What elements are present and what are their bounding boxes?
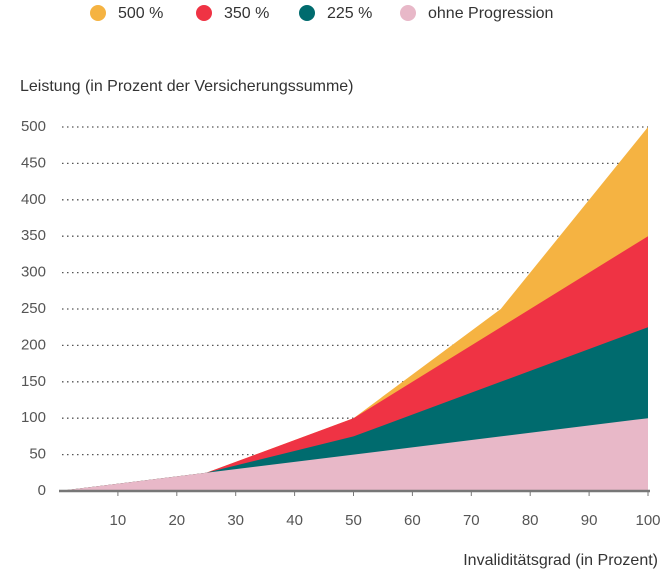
- y-tick-label: 200: [21, 336, 46, 353]
- x-tick-label: 100: [635, 512, 660, 529]
- y-tick-label: 350: [21, 227, 46, 244]
- y-tick-label: 150: [21, 373, 46, 390]
- x-tick-label: 70: [463, 512, 480, 529]
- legend-label: 225 %: [327, 5, 372, 22]
- y-tick-label: 450: [21, 154, 46, 171]
- x-axis-label: Invaliditätsgrad (in Prozent): [463, 552, 658, 569]
- y-tick-label: 250: [21, 300, 46, 317]
- area: [59, 418, 648, 491]
- y-tick-label: 400: [21, 191, 46, 208]
- y-tick-label: 500: [21, 118, 46, 135]
- x-tick-label: 90: [581, 512, 598, 529]
- x-tick-label: 10: [110, 512, 127, 529]
- legend-swatch: [400, 5, 416, 21]
- x-tick-label: 40: [286, 512, 303, 529]
- y-tick-label: 100: [21, 409, 46, 426]
- x-tick-label: 30: [227, 512, 244, 529]
- x-tick-label: 50: [345, 512, 362, 529]
- legend-label: ohne Progression: [428, 5, 553, 22]
- x-tick-label: 80: [522, 512, 539, 529]
- y-tick-label: 50: [29, 446, 46, 463]
- legend-label: 350 %: [224, 5, 269, 22]
- legend-swatch: [90, 5, 106, 21]
- y-tick-label: 300: [21, 264, 46, 281]
- y-tick-label: 0: [38, 482, 46, 499]
- legend-swatch: [299, 5, 315, 21]
- x-tick-label: 20: [168, 512, 185, 529]
- x-tick-label: 60: [404, 512, 421, 529]
- legend-swatch: [196, 5, 212, 21]
- legend-label: 500 %: [118, 5, 163, 22]
- y-axis-label: Leistung (in Prozent der Versicherungssu…: [20, 78, 354, 95]
